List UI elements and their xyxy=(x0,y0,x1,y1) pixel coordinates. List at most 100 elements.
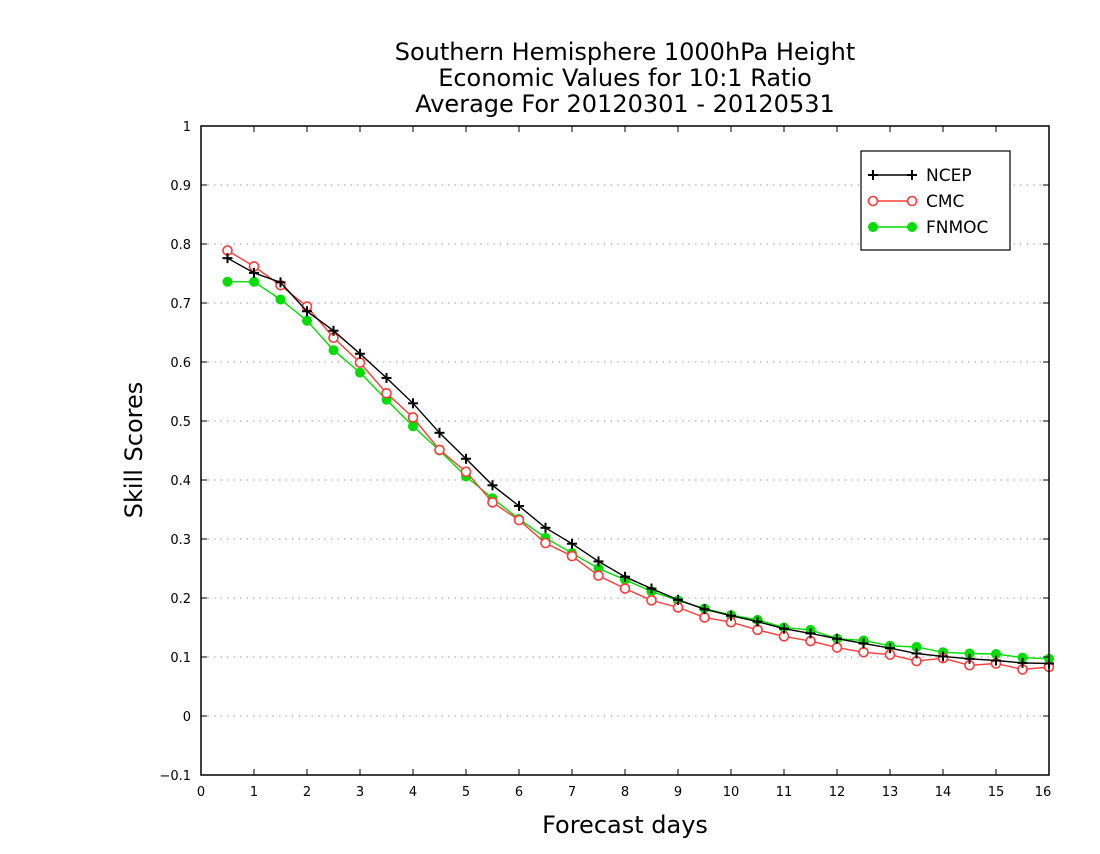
y-axis: −0.1 0 0.1 0.2 0.3 0.4 0.5 0.6 0.7 0.8 0.9 1 xyxy=(159,120,1049,784)
y-tick-label: 0.4 xyxy=(170,474,191,489)
x-tick-label: 8 xyxy=(621,785,629,800)
data-point-ncep xyxy=(540,522,551,533)
data-point-fnmoc xyxy=(302,315,312,326)
legend-marker xyxy=(907,170,917,180)
data-point-cmc xyxy=(434,444,445,456)
data-point-ncep xyxy=(938,651,948,662)
legend-label: FNMOC xyxy=(926,218,988,238)
x-tick-label: 15 xyxy=(988,785,1005,800)
series-cmc xyxy=(222,245,1055,675)
x-tick-label: 11 xyxy=(776,785,793,800)
legend-marker xyxy=(868,170,878,180)
legend-marker xyxy=(906,195,918,207)
data-point-ncep xyxy=(832,633,842,644)
x-tick-label: 3 xyxy=(356,785,364,800)
data-point-cmc xyxy=(354,357,366,368)
data-point-ncep xyxy=(381,372,392,383)
data-point-fnmoc xyxy=(275,294,286,305)
data-point-ncep xyxy=(222,253,233,264)
data-point-ncep xyxy=(699,604,710,615)
y-tick-label: 0.2 xyxy=(170,592,191,607)
data-point-cmc xyxy=(566,550,578,562)
y-axis-label: Skill Scores xyxy=(120,382,148,519)
gridlines xyxy=(201,184,1049,717)
data-point-cmc xyxy=(752,624,763,636)
x-axis-label: Forecast days xyxy=(542,811,708,839)
data-point-ncep xyxy=(567,538,577,549)
data-point-ncep xyxy=(805,628,816,639)
legend-marker xyxy=(867,195,879,207)
y-tick-label: 0.6 xyxy=(170,356,191,371)
x-tick-label: 4 xyxy=(409,785,417,800)
data-point-ncep xyxy=(275,277,286,288)
y-tick-label: 0.8 xyxy=(170,238,191,253)
legend-marker xyxy=(907,222,917,232)
series-line-ncep xyxy=(227,257,1050,665)
x-tick-label: 14 xyxy=(935,785,952,800)
data-point-ncep xyxy=(1017,657,1028,668)
data-point-cmc xyxy=(407,412,419,423)
data-point-ncep xyxy=(885,643,895,654)
data-point-cmc xyxy=(831,642,843,653)
data-point-ncep xyxy=(434,427,445,438)
data-point-cmc xyxy=(381,387,392,399)
data-point-ncep xyxy=(673,594,683,605)
data-point-cmc xyxy=(858,646,869,658)
data-point-ncep xyxy=(911,648,922,659)
data-point-cmc xyxy=(513,514,525,526)
data-point-ncep xyxy=(514,500,524,511)
legend: NCEP CMC FNMOC xyxy=(860,150,1011,251)
chart-title-line: Average For 20120301 - 20120531 xyxy=(415,90,835,118)
x-tick-label: 6 xyxy=(515,785,523,800)
data-point-cmc xyxy=(646,595,657,606)
chart-title: Southern Hemisphere 1000hPa HeightEconom… xyxy=(395,38,855,118)
x-tick-label: 16 xyxy=(1035,785,1052,800)
legend-marker xyxy=(868,222,878,232)
data-point-fnmoc xyxy=(408,421,418,432)
x-tick-label: 10 xyxy=(723,785,740,800)
x-tick-label: 12 xyxy=(829,785,846,800)
series-layer xyxy=(222,245,1055,675)
x-axis: 0 1 2 3 4 5 6 7 8 9 10 11 12 13 14 15 16 xyxy=(197,126,1051,800)
legend-item-cmc: CMC xyxy=(867,192,964,212)
y-tick-label: 1 xyxy=(183,120,191,135)
legend-label: NCEP xyxy=(926,166,972,186)
series-line-cmc xyxy=(227,249,1050,671)
data-point-ncep xyxy=(302,306,312,317)
data-point-cmc xyxy=(540,537,551,549)
data-point-ncep xyxy=(328,325,339,336)
data-point-fnmoc xyxy=(249,276,259,287)
y-tick-label: −0.1 xyxy=(159,769,191,784)
data-point-ncep xyxy=(249,267,259,278)
data-point-ncep xyxy=(355,348,365,359)
data-point-ncep xyxy=(461,453,471,464)
data-point-fnmoc xyxy=(328,345,339,356)
legend-item-ncep: NCEP xyxy=(868,166,972,186)
x-tick-label: 7 xyxy=(568,785,576,800)
data-point-ncep xyxy=(964,653,975,664)
data-point-cmc xyxy=(460,466,472,478)
data-point-ncep xyxy=(991,655,1001,666)
data-point-ncep xyxy=(620,571,630,582)
data-point-cmc xyxy=(699,612,710,623)
data-point-ncep xyxy=(858,638,869,649)
x-tick-label: 9 xyxy=(674,785,682,800)
data-point-ncep xyxy=(726,610,736,621)
x-tick-label: 5 xyxy=(462,785,470,800)
y-tick-label: 0.1 xyxy=(170,651,191,666)
y-tick-label: 0 xyxy=(183,710,191,725)
data-point-cmc xyxy=(487,497,498,508)
data-point-ncep xyxy=(752,616,763,627)
series-ncep xyxy=(222,253,1054,669)
y-tick-label: 0.5 xyxy=(170,415,191,430)
series-line-fnmoc xyxy=(227,281,1050,660)
y-tick-label: 0.7 xyxy=(170,297,191,312)
legend-label: CMC xyxy=(926,192,964,212)
data-point-ncep xyxy=(779,623,789,634)
data-point-cmc xyxy=(619,583,631,594)
data-point-ncep xyxy=(487,480,498,491)
data-point-fnmoc xyxy=(355,367,365,378)
legend-item-fnmoc: FNMOC xyxy=(868,218,988,238)
